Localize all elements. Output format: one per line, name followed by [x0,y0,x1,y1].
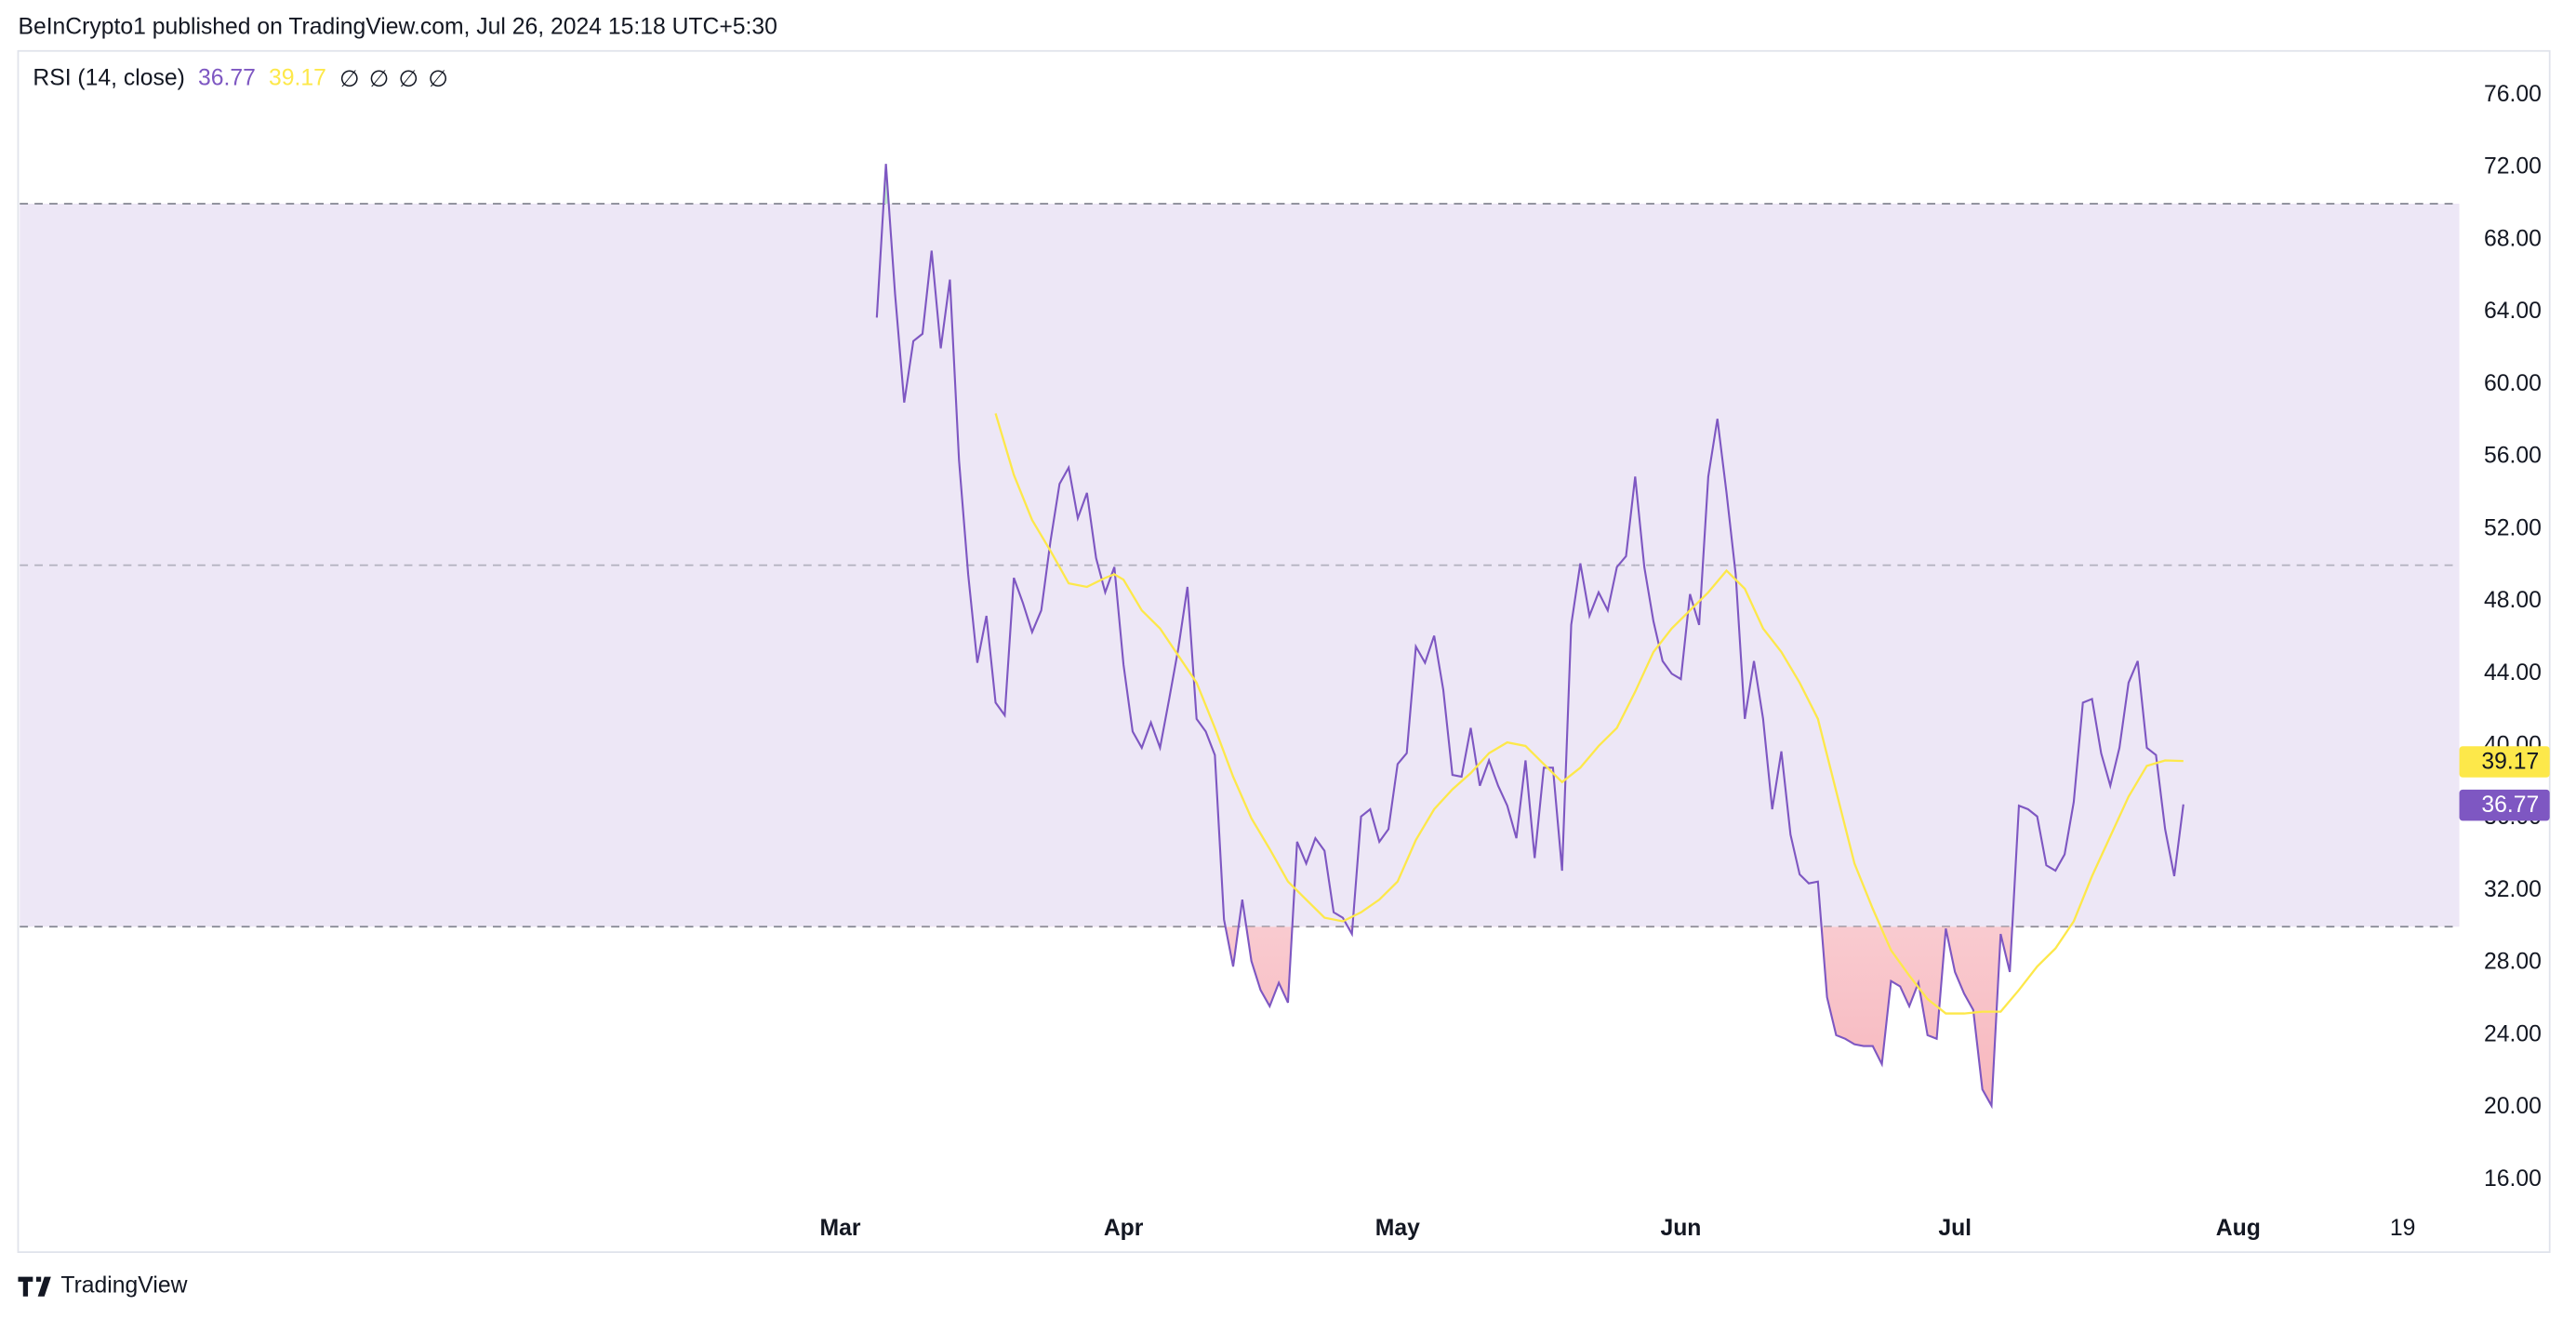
published-caption: BeInCrypto1 published on TradingView.com… [18,15,777,40]
legend-value: 36.77 [198,65,256,90]
brand: TradingView [18,1273,188,1299]
x-tick-label: May [1375,1216,1420,1241]
plot-layer: 16.0020.0024.0028.0032.0036.0040.0044.00… [20,82,2550,1241]
legend-extra: ∅ [399,67,419,92]
y-tick-label: 72.00 [2484,154,2542,180]
series-line [875,164,2184,1110]
y-tick-label: 68.00 [2484,226,2542,251]
y-tick-label: 24.00 [2484,1021,2542,1046]
y-tick-label: 20.00 [2484,1094,2542,1119]
x-tick-label: Apr [1104,1216,1144,1241]
brand-name: TradingView [60,1273,187,1299]
y-tick-label: 76.00 [2484,82,2542,107]
series-line [994,413,2184,1015]
y-tick-label: 28.00 [2484,950,2542,975]
y-tick-label: 56.00 [2484,444,2542,469]
legend-value: 39.17 [269,65,326,90]
value-badge [2459,789,2550,821]
x-tick-label: Aug [2216,1216,2261,1241]
y-tick-label: 64.00 [2484,299,2542,324]
legend-extra: ∅ [369,67,390,92]
y-tick-label: 52.00 [2484,515,2542,540]
indicator-title: RSI (14, close) [33,65,184,90]
y-tick-label: 44.00 [2484,660,2542,686]
legend-extra: ∅ [339,67,360,92]
oversold-fill [1225,926,2012,1106]
legend: RSI (14, close) 36.77 39.17 ∅ ∅ ∅ ∅ [33,65,448,92]
x-tick-label: Mar [820,1216,861,1241]
value-badge [2459,746,2550,778]
legend-extra: ∅ [428,67,448,92]
x-tick-label: 19 [2390,1216,2416,1241]
x-tick-label: Jul [1938,1216,1972,1241]
chart-frame [17,49,2551,1253]
y-tick-label: 16.00 [2484,1166,2542,1192]
brand-logo [18,1276,51,1297]
x-tick-label: Jun [1660,1216,1701,1241]
y-tick-label: 48.00 [2484,588,2542,613]
y-tick-label: 60.00 [2484,371,2542,396]
y-tick-label: 32.00 [2484,877,2542,902]
value-badge-label: 39.17 [2481,749,2539,774]
value-badge-label: 36.77 [2481,793,2539,818]
